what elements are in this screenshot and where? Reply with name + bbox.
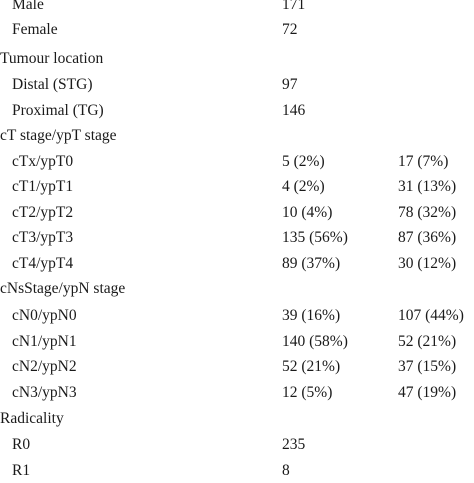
- row-label: cT1/ypT1: [12, 178, 74, 195]
- section-title: Tumour location: [0, 50, 104, 67]
- section-header-row: Radicality: [0, 406, 474, 431]
- table-row: Proximal (TG) 146: [0, 98, 474, 123]
- cell-value-pathological: 31 (13%): [398, 178, 457, 195]
- cell-value-pathological: 37 (15%): [398, 358, 457, 375]
- row-label: Distal (STG): [12, 76, 93, 93]
- section-header-row: cNsStage/ypN stage: [0, 276, 474, 301]
- table-row: cTx/ypT0 5 (2%) 17 (7%): [0, 149, 474, 174]
- row-label: cN3/ypN3: [12, 384, 77, 401]
- cell-value-clinical: 89 (37%): [282, 255, 341, 272]
- row-label: cN0/ypN0: [12, 307, 77, 324]
- cell-value-pathological: 78 (32%): [398, 204, 457, 221]
- section-header-row: cT stage/ypT stage: [0, 123, 474, 148]
- cell-value-pathological: 52 (21%): [398, 333, 457, 350]
- section-header-row: Tumour location: [0, 46, 474, 71]
- row-label: cN2/ypN2: [12, 358, 77, 375]
- cell-value-clinical: 52 (21%): [282, 358, 341, 375]
- cell-value-clinical: 72: [282, 21, 298, 38]
- row-label: cTx/ypT0: [12, 153, 74, 170]
- table-row: R0 235: [0, 432, 474, 457]
- cell-value-clinical: 235: [282, 436, 306, 453]
- cell-value-clinical: 146: [282, 102, 306, 119]
- cell-value-clinical: 39 (16%): [282, 307, 341, 324]
- cell-value-pathological: 87 (36%): [398, 229, 457, 246]
- section-title: cNsStage/ypN stage: [0, 280, 126, 297]
- cell-value-clinical: 12 (5%): [282, 384, 333, 401]
- row-label: R1: [12, 462, 31, 479]
- cell-value-pathological: 47 (19%): [398, 384, 457, 401]
- table-row: cT2/ypT2 10 (4%) 78 (32%): [0, 200, 474, 225]
- cell-value-clinical: 97: [282, 76, 298, 93]
- cell-value-pathological: 30 (12%): [398, 255, 457, 272]
- cell-value-clinical: 10 (4%): [282, 204, 333, 221]
- row-label: Male: [12, 0, 44, 13]
- table-row: Male 171: [0, 0, 474, 17]
- table-row: cN2/ypN2 52 (21%) 37 (15%): [0, 354, 474, 379]
- table-row: cN1/ypN1 140 (58%) 52 (21%): [0, 329, 474, 354]
- row-label: cT3/ypT3: [12, 229, 74, 246]
- table-row: cT3/ypT3 135 (56%) 87 (36%): [0, 225, 474, 250]
- row-label: R0: [12, 436, 31, 453]
- table-row: cN0/ypN0 39 (16%) 107 (44%): [0, 303, 474, 328]
- table-row: cN3/ypN3 12 (5%) 47 (19%): [0, 380, 474, 405]
- section-title: Radicality: [0, 410, 64, 427]
- row-label: Proximal (TG): [12, 102, 104, 119]
- cell-value-clinical: 140 (58%): [282, 333, 348, 350]
- cell-value-clinical: 171: [282, 0, 306, 13]
- cell-value-pathological: 17 (7%): [398, 153, 449, 170]
- cell-value-clinical: 8: [282, 462, 290, 479]
- row-label: cT4/ypT4: [12, 255, 74, 272]
- row-label: Female: [12, 21, 58, 38]
- cell-value-clinical: 4 (2%): [282, 178, 325, 195]
- table-row: R1 8: [0, 458, 474, 483]
- row-label: cT2/ypT2: [12, 204, 74, 221]
- cell-value-clinical: 5 (2%): [282, 153, 325, 170]
- cell-value-pathological: 107 (44%): [398, 307, 464, 324]
- table-row: Distal (STG) 97: [0, 72, 474, 97]
- row-label: cN1/ypN1: [12, 333, 77, 350]
- table-row: cT1/ypT1 4 (2%) 31 (13%): [0, 174, 474, 199]
- table-row: Female 72: [0, 17, 474, 42]
- table-row: cT4/ypT4 89 (37%) 30 (12%): [0, 251, 474, 276]
- cell-value-clinical: 135 (56%): [282, 229, 348, 246]
- section-title: cT stage/ypT stage: [0, 127, 117, 144]
